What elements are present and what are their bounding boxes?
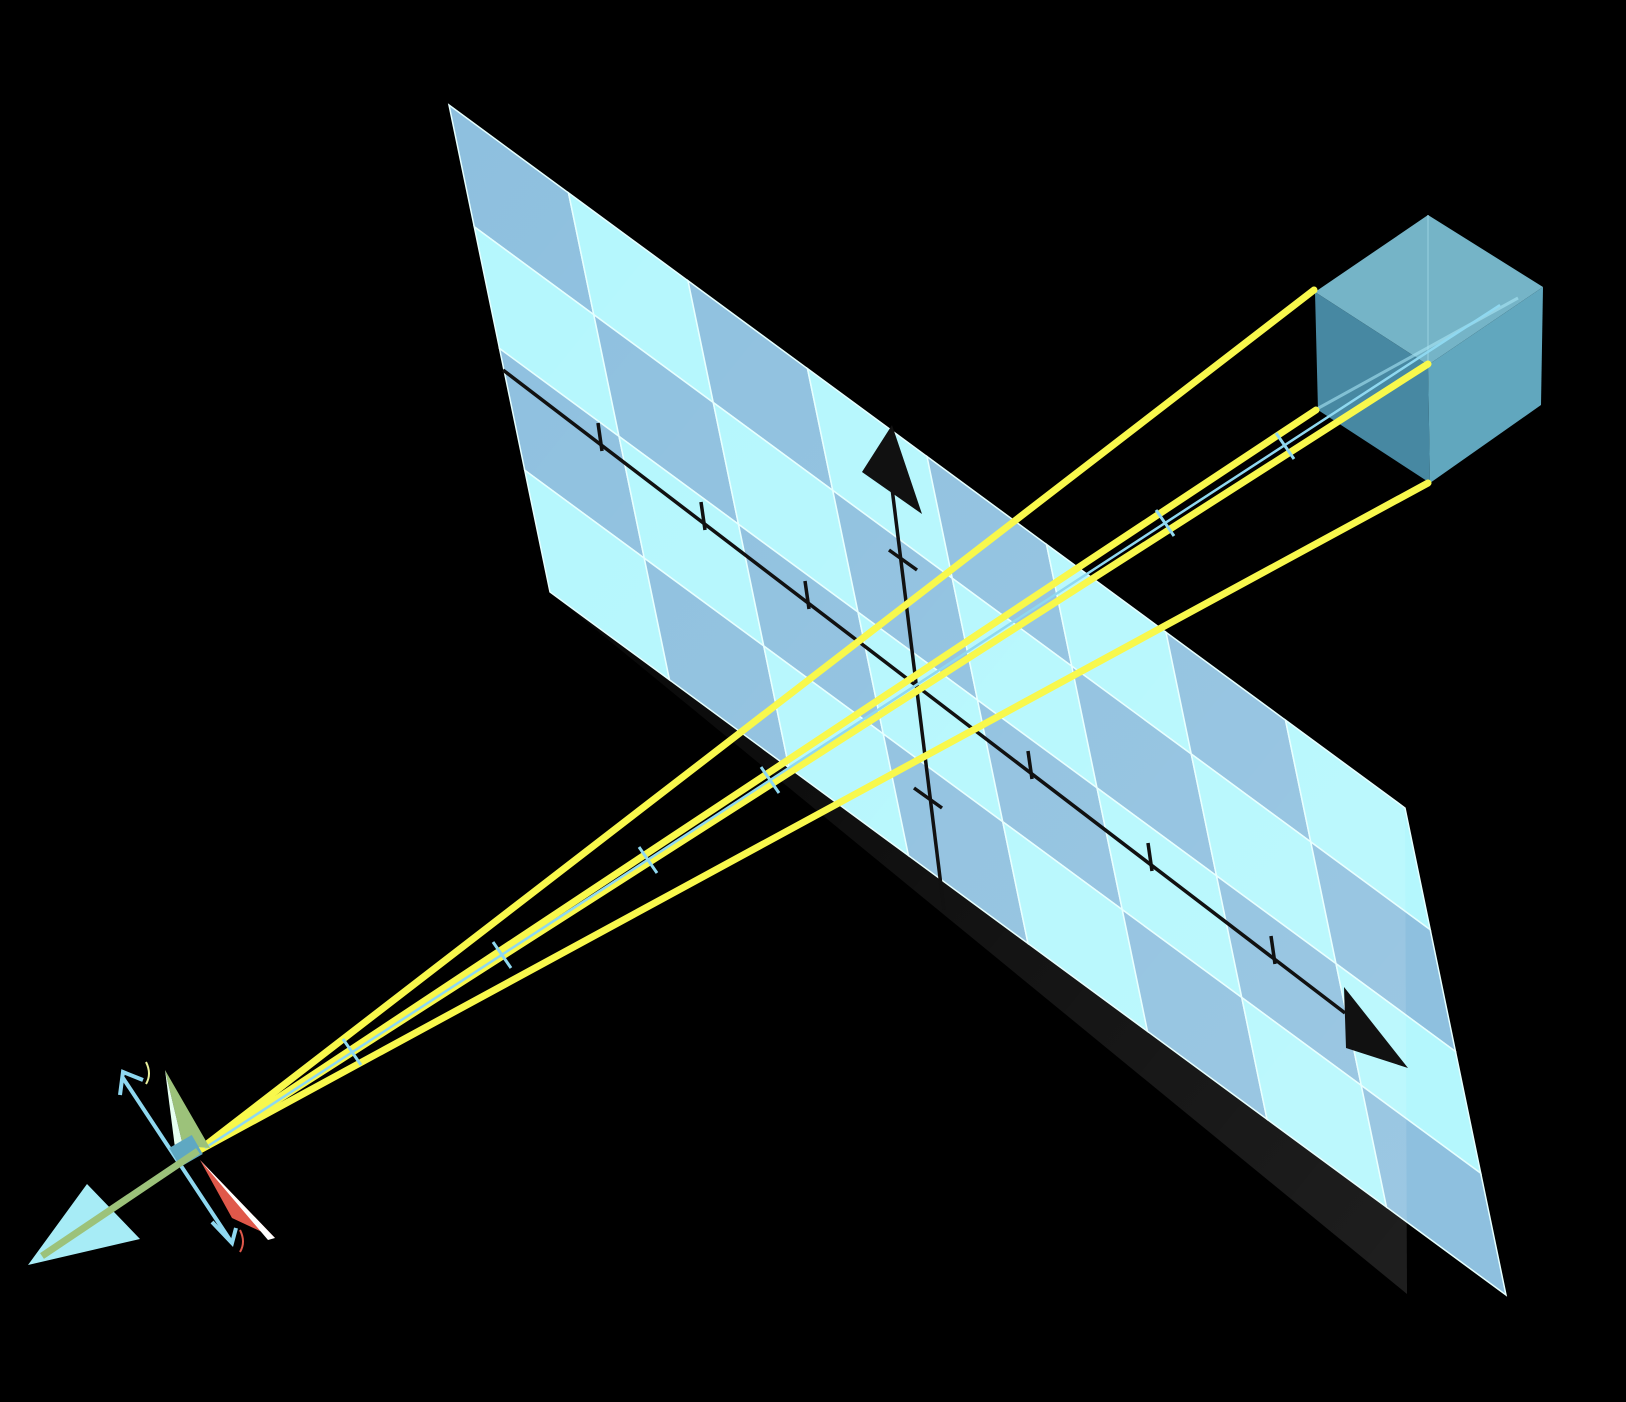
horizontal-axis-tick [1146, 842, 1154, 872]
projection-ray-4 [194, 479, 1432, 1155]
optical-axis-tick [1154, 509, 1176, 537]
projection-rays [194, 286, 1501, 1155]
horizontal-axis-arrowhead [1344, 987, 1408, 1068]
optical-axis-tick [1274, 432, 1296, 460]
axis-ticks [596, 422, 1277, 965]
camera-frame [28, 1061, 275, 1265]
vertical-axis-tick [887, 548, 919, 572]
image-plane-outline [449, 105, 1407, 1294]
camera-center-box [169, 1134, 203, 1168]
vertical-axis-arrowhead [862, 425, 922, 514]
horizontal-axis-line [501, 368, 1347, 1015]
horizontal-axis-tick [699, 501, 707, 531]
projection-ray-3 [194, 406, 1320, 1155]
vertical-axis-line [889, 479, 946, 911]
plane-axes [501, 368, 1408, 1068]
horizontal-axis-tick [803, 580, 811, 610]
horizontal-axis-tick [1026, 750, 1034, 780]
camera-green-wing [165, 1070, 210, 1148]
vertical-axis-tick [912, 786, 944, 810]
camera-direction-axis [40, 1148, 200, 1259]
cube-object [1314, 215, 1543, 483]
optical-axis-ticks [341, 432, 1296, 1066]
image-plane [447, 103, 1508, 1297]
horizontal-axis-tick [596, 422, 604, 452]
optical-axis-tick [491, 941, 513, 969]
cube-top-face [1315, 215, 1543, 365]
optical-axis-tick [759, 766, 781, 794]
projection-ray-1 [194, 286, 1318, 1155]
optical-axis-tick [341, 1038, 363, 1066]
horizontal-axis-tick [1269, 935, 1277, 965]
cube-right-face [1428, 287, 1543, 483]
optical-axis-tick [637, 846, 659, 874]
